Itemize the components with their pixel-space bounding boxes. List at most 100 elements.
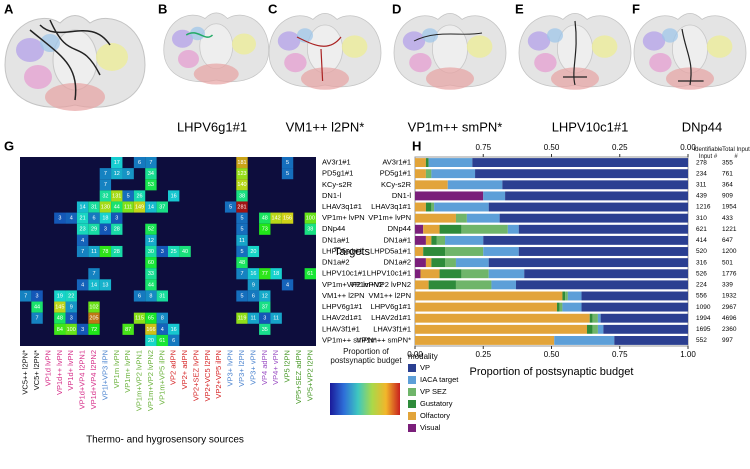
- bar-segment: [592, 324, 598, 334]
- heatmap-cell: [236, 223, 248, 235]
- bar-segment: [415, 213, 456, 223]
- heatmap-cell: [88, 201, 100, 213]
- column-label: VP4 adPN: [260, 350, 269, 385]
- table-cell: 1216: [696, 204, 711, 211]
- cell-label: 37: [262, 305, 268, 311]
- heatmap-cell: [99, 190, 112, 202]
- table-header: Total Input #: [722, 147, 750, 160]
- heatmap-cell: [304, 223, 316, 235]
- cell-label: 73: [262, 227, 268, 233]
- cell-label: 6: [92, 216, 95, 222]
- heatmap-cell: [54, 212, 66, 224]
- bar-segment: [472, 158, 688, 168]
- cell-label: 23: [80, 227, 86, 233]
- legend-label: Visual: [420, 423, 441, 432]
- cell-label: 156: [283, 216, 292, 222]
- column-label: VC5++ l2PN*: [21, 350, 30, 395]
- table-cell: 552: [696, 337, 707, 344]
- x-axis-title: Thermo- and hygrosensory sources: [86, 435, 244, 446]
- bar-segment: [434, 202, 489, 212]
- bar-segment: [415, 324, 587, 334]
- panel-letter: C: [268, 1, 278, 16]
- column-label: VP3+ lvPN: [226, 350, 235, 386]
- category-label: LHPV10c1#1: [367, 269, 411, 278]
- heatmap-cell: [224, 201, 237, 213]
- x2-tick-label: 0.50: [544, 143, 560, 152]
- table-cell: 520: [696, 248, 707, 255]
- table-cell: 433: [722, 215, 733, 222]
- bar-segment: [581, 291, 688, 301]
- heatmap-cell: [247, 290, 260, 302]
- cell-label: 21: [80, 216, 86, 222]
- bar-segment: [423, 224, 440, 234]
- heatmap-cell: [54, 290, 66, 302]
- row-label: DN1-l: [322, 191, 342, 200]
- cell-label: 149: [135, 204, 144, 210]
- cell-label: 28: [114, 227, 120, 233]
- bar-segment: [445, 247, 484, 256]
- panel-letter: G: [4, 138, 14, 153]
- bar-segment: [445, 258, 456, 268]
- cell-label: 44: [34, 305, 40, 311]
- bar-segment: [524, 269, 688, 279]
- bar-segment: [428, 158, 473, 168]
- table-cell: 1954: [722, 204, 737, 211]
- cell-label: 5: [286, 171, 289, 177]
- cell-label: 6: [172, 338, 175, 344]
- table-cell: 997: [722, 337, 733, 344]
- heatmap-cell: [247, 268, 260, 280]
- legend-label: IACA target: [420, 375, 459, 384]
- row-label: VP1m+ lvPN: [322, 213, 365, 222]
- cell-label: 181: [237, 160, 246, 166]
- cell-label: 11: [251, 316, 257, 322]
- heatmap-cell: [281, 157, 294, 169]
- bar-segment: [415, 224, 424, 234]
- bar-segment: [466, 213, 500, 223]
- column-label: VP5+SEZ adPN: [294, 350, 303, 404]
- cell-label: 30: [148, 249, 154, 255]
- cell-label: 33: [148, 271, 154, 277]
- heatmap-cell: [156, 201, 168, 213]
- category-label: KCy-s2R: [381, 180, 412, 189]
- column-label: VP1m+VP2 lvPN1: [135, 350, 144, 411]
- column-label: VP1l+VP3 ilPN: [100, 350, 109, 400]
- table-cell: 1695: [696, 326, 711, 333]
- cell-label: 7: [149, 160, 152, 166]
- cell-label: 131: [112, 193, 121, 199]
- bar-segment: [559, 302, 563, 312]
- cell-label: 20: [148, 338, 154, 344]
- cell-label: 26: [136, 193, 142, 199]
- cell-label: 12: [262, 293, 268, 299]
- heatmap-cell: [281, 212, 294, 224]
- bar-segment: [491, 280, 517, 290]
- cell-label: 205: [89, 316, 98, 322]
- category-label: VM1++ l2PN: [368, 291, 411, 300]
- heatmap-cell: [145, 312, 157, 324]
- bar-segment: [581, 302, 688, 312]
- table-cell: 224: [696, 282, 707, 289]
- bar-segment: [475, 169, 688, 179]
- cell-label: 12: [114, 171, 120, 177]
- heatmap-cell: [54, 323, 66, 335]
- legend-title: modality: [408, 352, 438, 361]
- heatmap-cell: [133, 157, 146, 169]
- heatmap-cell: [133, 190, 146, 202]
- heatmap-cell: [168, 190, 180, 202]
- panel-letter: B: [158, 1, 167, 16]
- heatmap-cell: [168, 323, 180, 335]
- heatmap-cell: [54, 312, 66, 324]
- cell-label: 40: [182, 249, 188, 255]
- cell-label: 48: [57, 316, 63, 322]
- heatmap-cell: [65, 323, 77, 335]
- heatmap-cell: [156, 312, 168, 324]
- bar-segment: [597, 324, 604, 334]
- table-cell: 234: [696, 170, 707, 177]
- cell-label: 31: [91, 204, 97, 210]
- heatmap-cell: [111, 212, 123, 224]
- row-label: DN1a#2: [322, 258, 350, 267]
- cell-label: 35: [262, 327, 268, 333]
- heatmap-cell: [88, 312, 100, 324]
- legend-label: VP SEZ: [420, 387, 447, 396]
- cell-label: 38: [307, 227, 313, 233]
- heatmap-cell: [111, 245, 123, 258]
